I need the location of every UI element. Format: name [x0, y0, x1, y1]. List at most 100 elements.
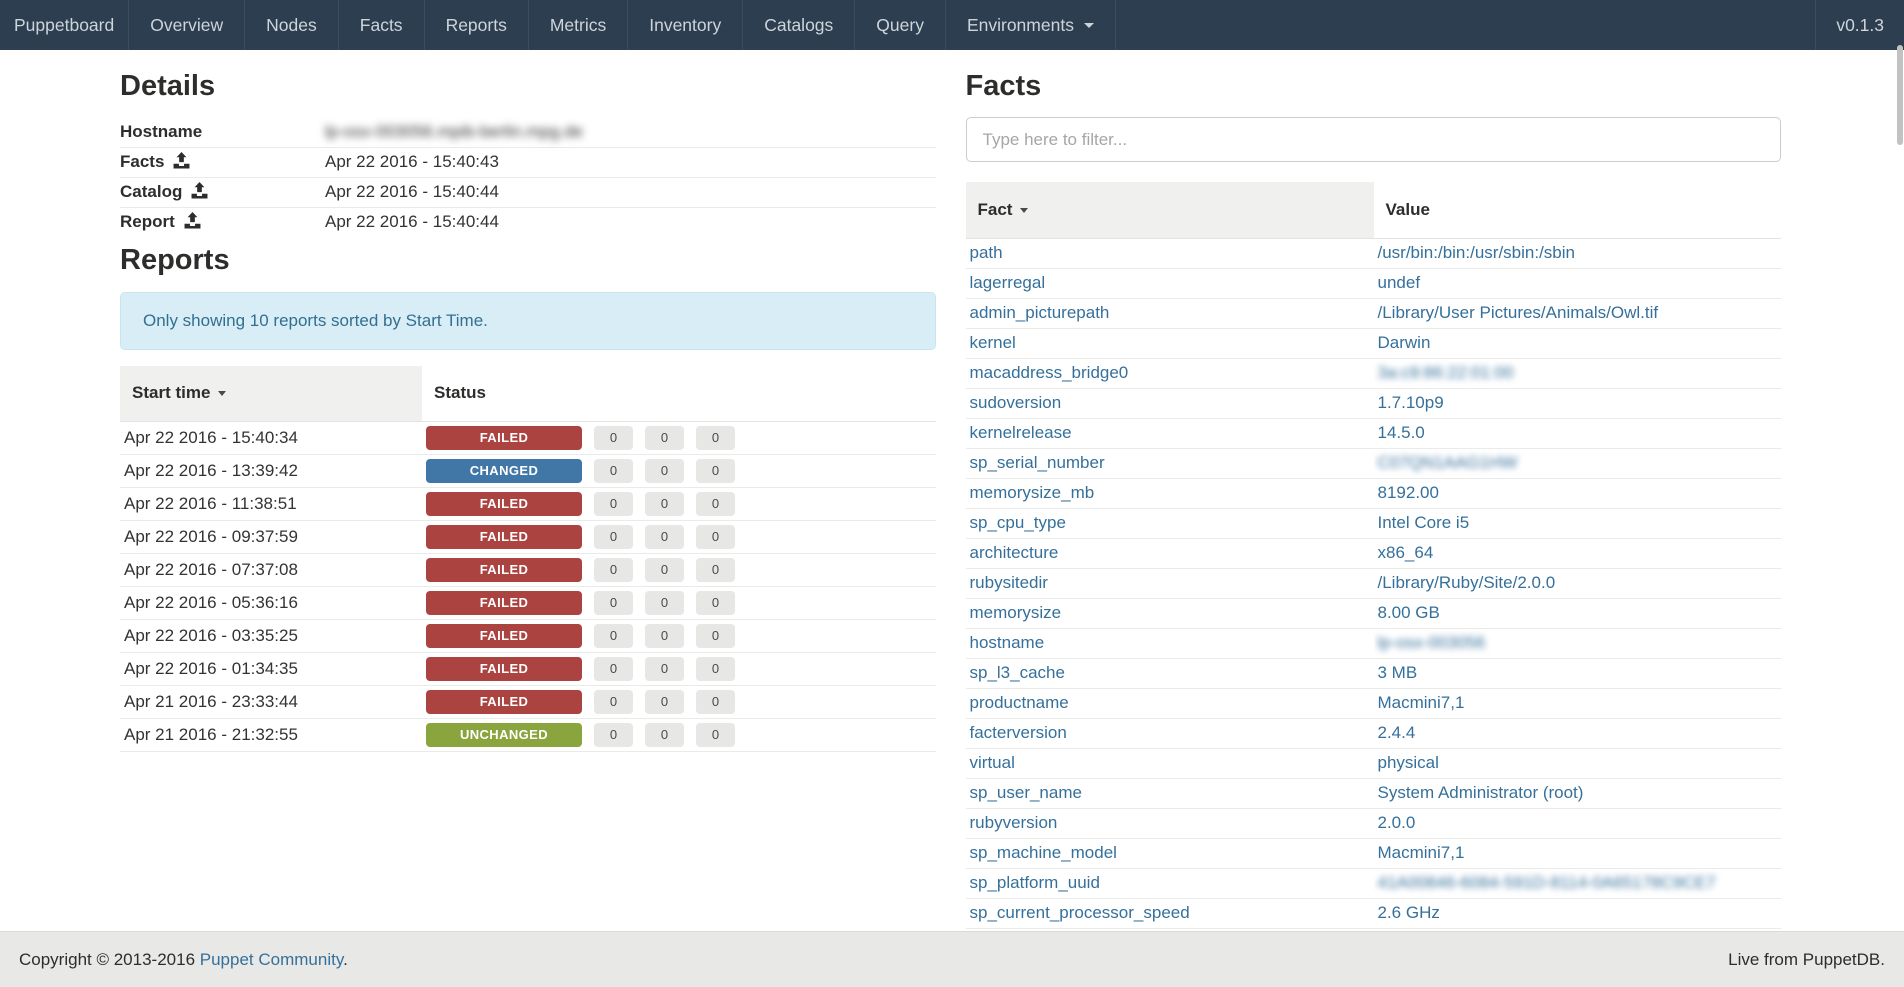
fact-name-link[interactable]: facterversion [970, 723, 1067, 742]
nav-item-catalogs[interactable]: Catalogs [743, 0, 855, 50]
fact-name-link[interactable]: virtual [970, 753, 1015, 772]
copyright-prefix: Copyright © 2013-2016 [19, 950, 200, 969]
fact-name-link[interactable]: lagerregal [970, 273, 1046, 292]
fact-value-link[interactable]: /usr/bin:/bin:/usr/sbin:/sbin [1378, 243, 1575, 262]
nav-item-environments[interactable]: Environments [946, 0, 1116, 50]
fact-name-link[interactable]: memorysize [970, 603, 1062, 622]
report-count: 0 [594, 723, 633, 747]
scrollbar-thumb[interactable] [1897, 45, 1903, 145]
report-status-badge: FAILED [426, 591, 582, 615]
report-count: 0 [594, 426, 633, 450]
report-count: 0 [696, 492, 735, 516]
report-start-time: Apr 22 2016 - 01:34:35 [124, 659, 298, 678]
report-status-badge: FAILED [426, 624, 582, 648]
report-status-badge: FAILED [426, 525, 582, 549]
nav-item-label: Reports [446, 15, 507, 36]
fact-value-link[interactable]: undef [1378, 273, 1421, 292]
fact-value-link[interactable]: Intel Core i5 [1378, 513, 1470, 532]
report-count: 0 [645, 690, 684, 714]
fact-value-link[interactable]: System Administrator (root) [1378, 783, 1584, 802]
report-count: 0 [594, 525, 633, 549]
fact-name-link[interactable]: rubysitedir [970, 573, 1048, 592]
fact-name-link[interactable]: sp_current_processor_speed [970, 903, 1190, 922]
report-status-badge: FAILED [426, 690, 582, 714]
fact-value-link[interactable]: Macmini7,1 [1378, 693, 1465, 712]
fact-name-link[interactable]: sp_cpu_type [970, 513, 1066, 532]
nav-item-query[interactable]: Query [855, 0, 946, 50]
nav-item-overview[interactable]: Overview [129, 0, 245, 50]
fact-value-link[interactable]: physical [1378, 753, 1439, 772]
fact-name-link[interactable]: sp_platform_uuid [970, 873, 1100, 892]
facts-column: Facts Fact Value path /usr/bin:/bin:/usr… [966, 50, 1782, 929]
report-start-time: Apr 21 2016 - 21:32:55 [124, 725, 298, 744]
fact-name-link[interactable]: macaddress_bridge0 [970, 363, 1129, 382]
fact-value-link[interactable]: /Library/User Pictures/Animals/Owl.tif [1378, 303, 1659, 322]
nav-item-facts[interactable]: Facts [339, 0, 425, 50]
column-header-value[interactable]: Value [1374, 182, 1782, 238]
node-details-column: Details Hostname lp-osx-003056.mpib-berl… [120, 50, 936, 929]
fact-value-link[interactable]: 14.5.0 [1378, 423, 1425, 442]
fact-value-link[interactable]: 1.7.10p9 [1378, 393, 1444, 412]
column-header-start-time[interactable]: Start time [120, 366, 422, 421]
fact-value-link[interactable]: lp-osx-003056 [1378, 633, 1486, 652]
fact-value-link[interactable]: 8.00 GB [1378, 603, 1440, 622]
fact-name-link[interactable]: rubyversion [970, 813, 1058, 832]
column-header-label: Start time [132, 383, 210, 402]
fact-name-link[interactable]: memorysize_mb [970, 483, 1095, 502]
fact-name-link[interactable]: path [970, 243, 1003, 262]
fact-value-link[interactable]: 8192.00 [1378, 483, 1439, 502]
fact-name-link[interactable]: sp_user_name [970, 783, 1082, 802]
navbar-spacer [1116, 0, 1815, 50]
details-row: Catalog Apr 22 2016 - 15:40:44 [120, 177, 936, 207]
fact-name-link[interactable]: kernel [970, 333, 1016, 352]
facts-filter-input[interactable] [966, 117, 1782, 162]
upload-icon[interactable] [175, 212, 201, 231]
fact-value-link[interactable]: 2.0.0 [1378, 813, 1416, 832]
fact-value-link[interactable]: 3 MB [1378, 663, 1418, 682]
upload-icon[interactable] [182, 182, 208, 201]
column-header-fact[interactable]: Fact [966, 182, 1374, 238]
fact-name-link[interactable]: admin_picturepath [970, 303, 1110, 322]
details-row-value: Apr 22 2016 - 15:40:44 [325, 182, 499, 201]
details-row-label: Hostname [120, 122, 202, 141]
fact-value-link[interactable]: 2.4.4 [1378, 723, 1416, 742]
fact-name-link[interactable]: sudoversion [970, 393, 1062, 412]
fact-row: sp_platform_uuid 41A00846-6084-591D-8114… [966, 868, 1782, 898]
nav-brand-puppetboard[interactable]: Puppetboard [0, 0, 129, 50]
column-header-label: Value [1386, 200, 1430, 219]
nav-item-metrics[interactable]: Metrics [529, 0, 628, 50]
fact-row: rubyversion 2.0.0 [966, 808, 1782, 838]
fact-value-link[interactable]: 41A00846-6084-591D-8114-0A65178C9CE7 [1378, 873, 1716, 892]
fact-value-link[interactable]: 3a:c9:86:22:01:00 [1378, 363, 1514, 382]
report-start-time: Apr 22 2016 - 03:35:25 [124, 626, 298, 645]
nav-item-reports[interactable]: Reports [425, 0, 529, 50]
report-status-badge: FAILED [426, 657, 582, 681]
fact-name-link[interactable]: sp_l3_cache [970, 663, 1065, 682]
fact-value-link[interactable]: 2.6 GHz [1378, 903, 1440, 922]
report-status-badge: FAILED [426, 558, 582, 582]
fact-row: rubysitedir /Library/Ruby/Site/2.0.0 [966, 568, 1782, 598]
fact-value-link[interactable]: x86_64 [1378, 543, 1434, 562]
nav-item-nodes[interactable]: Nodes [245, 0, 339, 50]
fact-name-link[interactable]: sp_machine_model [970, 843, 1117, 862]
fact-name-link[interactable]: hostname [970, 633, 1045, 652]
fact-row: sp_machine_model Macmini7,1 [966, 838, 1782, 868]
fact-name-link[interactable]: productname [970, 693, 1069, 712]
column-header-status[interactable]: Status [422, 366, 936, 421]
fact-value-link[interactable]: /Library/Ruby/Site/2.0.0 [1378, 573, 1556, 592]
nav-item-inventory[interactable]: Inventory [628, 0, 743, 50]
fact-row: macaddress_bridge0 3a:c9:86:22:01:00 [966, 358, 1782, 388]
fact-value-link[interactable]: Macmini7,1 [1378, 843, 1465, 862]
report-start-time: Apr 22 2016 - 13:39:42 [124, 461, 298, 480]
fact-row: hostname lp-osx-003056 [966, 628, 1782, 658]
fact-value-link[interactable]: Darwin [1378, 333, 1431, 352]
fact-row: productname Macmini7,1 [966, 688, 1782, 718]
upload-icon[interactable] [164, 152, 190, 171]
fact-name-link[interactable]: kernelrelease [970, 423, 1072, 442]
version-text: v0.1.3 [1836, 15, 1884, 36]
details-heading: Details [120, 68, 936, 104]
fact-name-link[interactable]: architecture [970, 543, 1059, 562]
puppet-community-link[interactable]: Puppet Community [200, 950, 343, 969]
fact-name-link[interactable]: sp_serial_number [970, 453, 1105, 472]
fact-value-link[interactable]: C07QN1AAG1HW [1378, 453, 1518, 472]
